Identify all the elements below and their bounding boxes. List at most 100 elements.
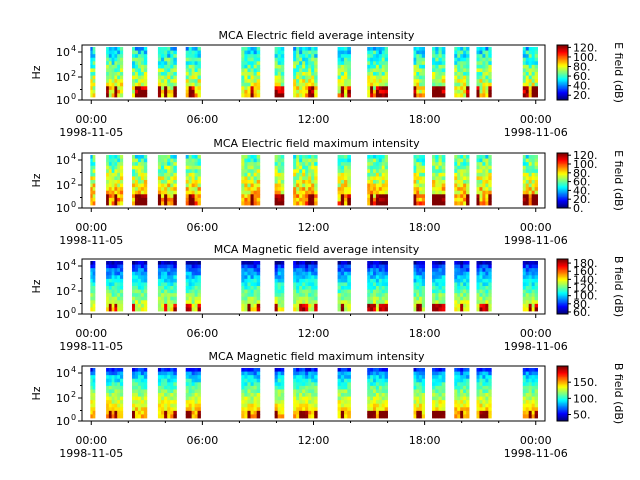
x-tick-label: 00:00 [520,327,552,340]
data-segment [274,261,285,312]
y-tick-exponent: 0 [71,92,76,101]
data-segment [476,261,492,312]
x-tick-label: 18:00 [409,434,441,447]
y-tick-exponent: 2 [71,283,76,292]
data-segment [432,368,446,419]
spectrogram-area [90,155,538,206]
data-segment [241,155,261,206]
y-tick-exponent: 0 [71,306,76,315]
y-tick-label: 10 [56,392,70,405]
x-date-label: 1998-11-05 [59,447,123,460]
data-segment [185,155,201,206]
x-tick-label: 00:00 [520,113,552,126]
data-segment [185,261,201,312]
y-tick-exponent: 2 [71,390,76,399]
x-date-label: 1998-11-05 [59,340,123,353]
data-segment [274,368,285,419]
data-segment [157,155,177,206]
data-segment [90,155,96,206]
colorbar: 120.100.80.60.40.20. E field (dB) [556,41,625,103]
data-segment [90,261,96,312]
colorbar-tick-label: 50. [573,409,591,422]
panel-3: MCA Magnetic field average intensity Hz 10… [30,243,625,353]
data-segment [90,368,96,419]
data-segment [241,368,261,419]
colorbar-tick-label: 120. [573,41,598,54]
data-segment [106,47,124,98]
colorbar-tick-label: 60. [573,306,591,319]
data-segment [367,261,388,312]
x-tick-label: 00:00 [75,221,107,234]
chart-title: MCA Magnetic field maximum intensity [209,350,425,363]
data-segment [157,368,177,419]
colorbar-tick-label: 40. [573,80,591,93]
x-tick-label: 12:00 [298,327,330,340]
panel-4: MCA Magnetic field maximum intensity Hz 10… [30,350,625,460]
y-tick-exponent: 4 [71,44,76,53]
y-tick-label: 10 [56,367,70,380]
colorbar: 120.100.80.60.40.20.0. E field (dB) [556,149,625,215]
colorbar-tick-label: 60. [573,176,591,189]
data-segment [522,155,538,206]
colorbar-tick-label: 40. [573,184,591,197]
data-segment [454,47,470,98]
colorbar-label: E field (dB) [612,42,625,103]
spectrogram-area [90,261,538,312]
x-tick-label: 06:00 [187,327,219,340]
data-segment [132,47,148,98]
x-date-label: 1998-11-06 [504,447,568,460]
colorbar-tick-label: 180. [573,257,598,270]
y-axis-label: Hz [30,386,43,400]
y-tick-label: 10 [56,94,70,107]
data-segment [157,47,177,98]
data-segment [337,155,351,206]
colorbar: 150. 100. 50. B field (dB) [556,363,625,424]
data-segment [522,261,538,312]
y-axis-label: Hz [30,173,43,187]
y-tick-label: 10 [56,46,70,59]
y-tick-label: 10 [56,71,70,84]
data-segment [432,155,446,206]
data-segment [367,155,388,206]
chart-title: MCA Electric field maximum intensity [213,137,420,150]
data-segment [432,261,446,312]
colorbar-label: B field (dB) [612,363,625,424]
x-tick-label: 00:00 [75,113,107,126]
data-segment [413,368,426,419]
data-segment [476,155,492,206]
colorbar-tick-label: 20. [573,89,591,102]
data-segment [106,368,124,419]
data-segment [274,47,285,98]
colorbar-tick-label: 100. [573,290,598,303]
y-tick-label: 10 [56,415,70,428]
data-segment [293,261,318,312]
spectrogram-area [90,368,538,419]
colorbar-frame [556,44,569,101]
y-tick-exponent: 4 [71,152,76,161]
data-segment [185,368,201,419]
data-segment [132,155,148,206]
panel-1: MCA Electric field average intensity Hz 10… [30,29,625,139]
data-segment [274,155,285,206]
chart-title: MCA Magnetic field average intensity [214,243,420,256]
colorbar-tick-label: 150. [573,376,598,389]
x-tick-label: 00:00 [520,434,552,447]
y-tick-label: 10 [56,202,70,215]
y-tick-exponent: 0 [71,200,76,209]
data-segment [293,47,318,98]
panel-2: MCA Electric field maximum intensity Hz 10… [30,137,625,247]
colorbar-tick-label: 80. [573,298,591,311]
x-tick-label: 18:00 [409,327,441,340]
data-segment [413,155,426,206]
x-tick-label: 12:00 [298,221,330,234]
data-segment [522,47,538,98]
y-tick-label: 10 [56,154,70,167]
y-tick-exponent: 0 [71,413,76,422]
data-segment [432,47,446,98]
x-date-label: 1998-11-05 [59,126,123,139]
data-segment [337,261,351,312]
data-segment [454,261,470,312]
data-segment [106,261,124,312]
data-segment [90,47,96,98]
data-segment [241,261,261,312]
